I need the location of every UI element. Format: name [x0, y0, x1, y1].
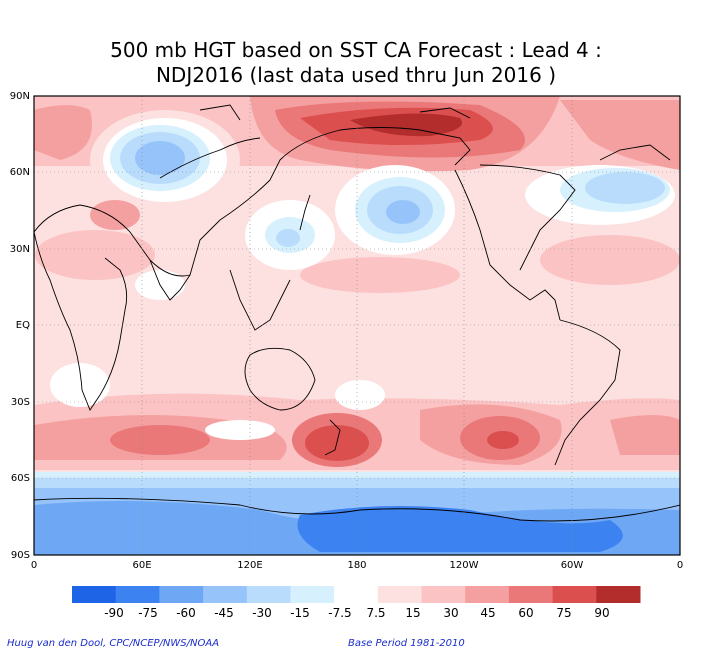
lat-label: 30N: [10, 244, 30, 255]
lat-label: 90S: [11, 550, 30, 561]
colorbar-swatch: [290, 586, 335, 603]
colorbar-swatch: [508, 586, 554, 603]
map-title-line2: NDJ2016 (last data used thru Jun 2016 ): [155, 63, 557, 87]
colorbar-swatch: [552, 586, 597, 603]
colorbar-tick-label: 30: [443, 606, 458, 620]
colorbar-tick-label: -60: [176, 606, 196, 620]
colorbar-tick-label: 15: [405, 606, 420, 620]
graticule: [34, 96, 680, 555]
lat-label: 60N: [10, 167, 30, 178]
colorbar-swatch: [421, 586, 466, 603]
colorbar-swatch: [72, 586, 117, 603]
coastlines: [34, 104, 680, 522]
lat-label: EQ: [16, 320, 30, 331]
colorbar-swatch: [203, 586, 248, 603]
lon-label: 0: [31, 560, 37, 571]
author-credit: Huug van den Dool, CPC/NCEP/NWS/NOAA: [7, 638, 220, 649]
lon-label: 120E: [237, 560, 262, 571]
lon-label: 0: [677, 560, 683, 571]
map-frame: [33, 95, 681, 556]
colorbar: [72, 586, 641, 603]
colorbar-tick-label: 7.5: [366, 606, 385, 620]
colorbar-swatch: [159, 586, 204, 603]
colorbar-tick-label: 90: [594, 606, 609, 620]
base-period-note: Base Period 1981-2010: [348, 638, 465, 649]
lon-label: 60E: [132, 560, 151, 571]
colorbar-tick-label: 45: [480, 606, 495, 620]
lat-labels: 90N 60N 30N EQ 30S 60S 90S: [10, 91, 30, 561]
colorbar-swatch: [334, 586, 379, 603]
lon-label: 120W: [450, 560, 479, 571]
lon-label: 180: [347, 560, 366, 571]
lat-label: 30S: [11, 397, 30, 408]
colorbar-tick-label: 60: [518, 606, 533, 620]
colorbar-tick-label: -90: [104, 606, 124, 620]
colorbar-swatch: [465, 586, 510, 603]
map-title-line1: 500 mb HGT based on SST CA Forecast : Le…: [110, 38, 602, 62]
colorbar-labels: -90 -75 -60 -45 -30 -15 -7.5 7.5 15 30 4…: [104, 606, 609, 620]
lat-label: 90N: [10, 91, 30, 102]
colorbar-tick-label: -30: [252, 606, 272, 620]
lat-label: 60S: [11, 473, 30, 484]
colorbar-swatch: [246, 586, 291, 603]
lon-labels: 0 60E 120E 180 120W 60W 0: [31, 560, 683, 571]
colorbar-tick-label: -7.5: [328, 606, 351, 620]
colorbar-tick-label: -45: [214, 606, 234, 620]
colorbar-tick-label: -75: [138, 606, 158, 620]
colorbar-tick-label: -15: [290, 606, 310, 620]
colorbar-swatch: [377, 586, 423, 603]
colorbar-swatch: [115, 586, 160, 603]
lon-label: 60W: [561, 560, 584, 571]
colorbar-tick-label: 75: [556, 606, 571, 620]
colorbar-swatch: [596, 586, 641, 603]
